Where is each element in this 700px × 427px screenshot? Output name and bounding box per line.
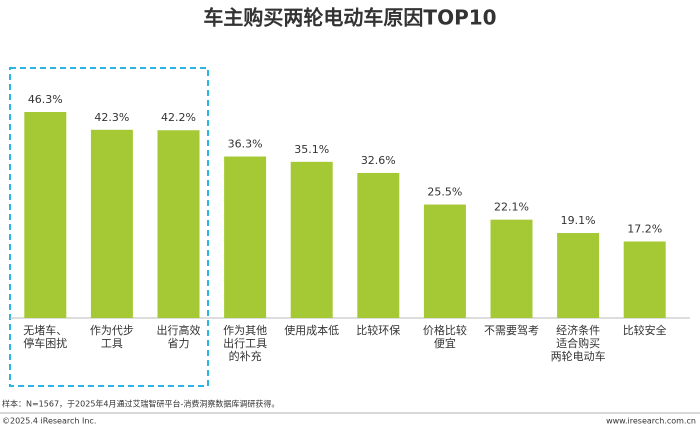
x-tick-label: 经济条件 [556, 323, 600, 337]
x-tick-label: 的补充 [229, 349, 262, 363]
x-tick-label: 使用成本低 [284, 323, 339, 337]
x-tick-label: 比较环保 [356, 323, 400, 337]
x-tick-label: 工具 [101, 337, 123, 350]
bar [490, 219, 533, 318]
x-tick-label: 无堵车、 [23, 323, 67, 337]
bar [357, 172, 400, 318]
bar [623, 241, 666, 318]
value-label: 36.3% [228, 137, 263, 150]
bar [157, 130, 200, 318]
value-label: 42.2% [161, 111, 196, 124]
x-tick-label: 省力 [168, 337, 190, 350]
highlight-box [9, 67, 209, 387]
bar [24, 112, 67, 318]
x-tick-label: 比较安全 [623, 323, 667, 337]
value-label: 32.6% [361, 154, 396, 167]
chart-title: 车主购买两轮电动车原因TOP10 [203, 6, 496, 30]
x-tick-label: 适合购买 [556, 336, 600, 350]
value-label: 25.5% [427, 186, 462, 199]
bar [423, 204, 466, 318]
x-tick-label: 两轮电动车 [551, 349, 606, 363]
x-tick-label: 停车困扰 [23, 336, 67, 350]
footnote: 样本：N=1567，于2025年4月通过艾瑞智研平台-消费洞察数据库调研获得。 [2, 399, 279, 409]
copyright: ©2025.4 iResearch Inc. [2, 417, 96, 426]
bar [557, 233, 600, 318]
value-label: 35.1% [294, 143, 329, 156]
bar [290, 161, 333, 318]
x-tick-label: 作为其他 [223, 324, 267, 337]
x-tick-label: 不需要驾考 [484, 324, 539, 337]
x-tick-label: 作为代步 [90, 324, 134, 337]
value-label: 19.1% [561, 214, 596, 227]
bar [90, 129, 133, 318]
x-tick-label: 出行高效 [157, 323, 201, 337]
website: www.iresearch.com.cn [606, 417, 696, 426]
bar [224, 156, 267, 318]
value-label: 42.3% [94, 111, 129, 124]
value-label: 46.3% [28, 93, 63, 106]
value-label: 22.1% [494, 201, 529, 214]
x-tick-label: 价格比较 [423, 323, 467, 337]
value-label: 17.2% [627, 222, 662, 235]
x-tick-label: 便宜 [434, 336, 456, 350]
x-tick-label: 出行工具 [223, 336, 267, 350]
